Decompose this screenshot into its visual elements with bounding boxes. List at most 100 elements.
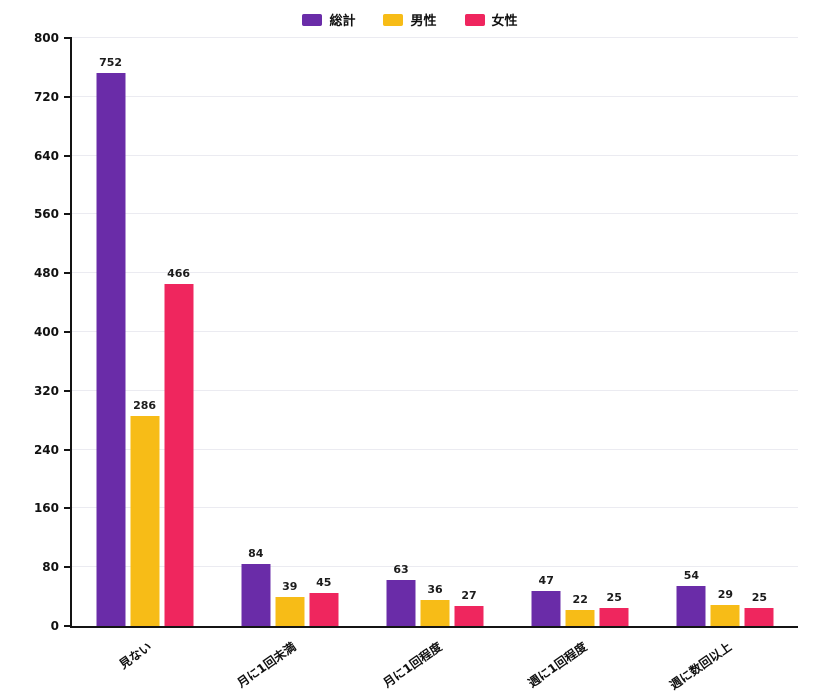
bar: 36 xyxy=(420,583,450,626)
legend-swatch xyxy=(302,13,323,26)
bar-value-label: 752 xyxy=(99,56,123,70)
bar: 25 xyxy=(599,591,629,626)
bar-value-label: 84 xyxy=(248,547,264,561)
bar-value-label: 39 xyxy=(282,580,298,594)
y-tick-mark xyxy=(64,37,72,39)
bar-group: 752 286 466 見ない xyxy=(72,38,217,672)
bar: 286 xyxy=(130,399,160,626)
gridline xyxy=(72,507,798,509)
bar-slot: 84 xyxy=(241,38,271,626)
bar: 752 xyxy=(96,56,126,626)
bar-cluster: 752 286 466 xyxy=(96,38,194,626)
gridline xyxy=(72,37,798,38)
bar-value-label: 27 xyxy=(461,589,477,603)
legend-swatch xyxy=(383,13,404,26)
bar-slot: 22 xyxy=(565,38,595,626)
y-tick-label: 80 xyxy=(42,560,59,575)
gridline xyxy=(72,213,798,215)
legend-swatch xyxy=(464,13,485,26)
x-axis-label: 月に1回未満 xyxy=(234,639,299,691)
bar-slot: 36 xyxy=(420,38,450,626)
y-tick-mark xyxy=(64,213,72,216)
bar: 27 xyxy=(454,589,484,626)
y-tick-mark xyxy=(64,331,72,333)
x-axis-label: 週に1回程度 xyxy=(525,639,590,691)
bar: 47 xyxy=(531,574,561,626)
bar-cluster: 84 39 45 xyxy=(241,38,339,626)
y-tick-mark xyxy=(64,507,72,510)
bar-value-label: 286 xyxy=(133,398,157,412)
y-tick-mark xyxy=(64,566,72,569)
y-tick-mark xyxy=(64,389,72,392)
bar-value-label: 25 xyxy=(606,590,622,604)
bar-slot: 25 xyxy=(599,38,629,626)
bar-slot: 286 xyxy=(130,38,160,626)
bar-slot: 63 xyxy=(386,38,416,626)
legend-item: 男性 xyxy=(383,10,437,29)
bar-value-label: 22 xyxy=(572,592,588,606)
bar-group: 84 39 45 月に1回未満 xyxy=(217,38,362,690)
bar: 54 xyxy=(676,569,706,626)
chart-legend: 総計 男性 女性 xyxy=(0,10,820,29)
plot-area: 0 80 160 240 320 400 480 560 640 720 800 752 286 466… xyxy=(34,31,798,692)
bar-slot: 47 xyxy=(531,38,561,626)
y-tick-label: 320 xyxy=(33,383,59,398)
legend-label: 総計 xyxy=(329,14,356,29)
bar-cluster: 47 22 25 xyxy=(531,38,629,626)
legend-label: 女性 xyxy=(491,14,518,29)
gridline xyxy=(72,448,798,450)
legend-item: 女性 xyxy=(464,10,518,29)
bar-value-label: 45 xyxy=(316,575,332,589)
y-tick-label: 560 xyxy=(33,207,59,222)
bar-value-label: 63 xyxy=(393,562,409,576)
y-tick-mark xyxy=(64,154,72,157)
y-tick-mark xyxy=(64,272,72,275)
bar-value-label: 25 xyxy=(751,590,768,604)
y-tick-label: 480 xyxy=(33,266,59,281)
bar: 63 xyxy=(386,563,416,626)
y-tick-label: 160 xyxy=(33,501,59,516)
gridline xyxy=(72,566,798,568)
bar-group: 54 29 25 週に数回以上 xyxy=(653,38,798,692)
x-axis-label: 週に数回以上 xyxy=(667,639,735,693)
y-tick-mark xyxy=(64,625,72,627)
y-tick-mark xyxy=(64,448,72,451)
bar-slot: 466 xyxy=(164,38,194,626)
y-tick-label: 720 xyxy=(33,89,59,104)
bar-value-label: 54 xyxy=(683,569,700,583)
bar: 22 xyxy=(565,593,595,626)
bar: 39 xyxy=(275,580,305,626)
bar-slot: 45 xyxy=(309,38,339,626)
bar-groups: 752 286 466 見ない 84 39 45 月に1回未満 63 36 27 月に1回程度 47 22… xyxy=(72,38,798,692)
bar-slot: 25 xyxy=(744,38,774,626)
y-tick-mark xyxy=(64,95,72,98)
bar-value-label: 36 xyxy=(427,582,443,596)
gridline xyxy=(72,272,798,274)
bar-group: 63 36 27 月に1回程度 xyxy=(362,38,507,690)
y-tick-label: 640 xyxy=(33,148,59,163)
bar: 45 xyxy=(309,576,339,626)
bar-slot: 752 xyxy=(96,38,126,626)
x-axis-label: 月に1回程度 xyxy=(380,639,445,691)
bar-slot: 29 xyxy=(710,38,740,626)
bar-cluster: 54 29 25 xyxy=(676,38,774,626)
y-tick-label: 400 xyxy=(33,325,59,339)
gridline xyxy=(72,95,798,97)
x-axis-label: 見ない xyxy=(116,639,154,672)
bar-slot: 39 xyxy=(275,38,305,626)
y-tick-label: 0 xyxy=(50,619,59,633)
bar: 466 xyxy=(164,267,194,626)
legend-item: 総計 xyxy=(302,10,355,29)
bar-cluster: 63 36 27 xyxy=(386,38,484,626)
y-tick-label: 240 xyxy=(33,442,59,457)
bar-group: 47 22 25 週に1回程度 xyxy=(508,38,653,690)
gridline xyxy=(72,331,798,332)
bar-slot: 54 xyxy=(676,38,706,626)
bar: 29 xyxy=(710,588,740,626)
bar-slot: 27 xyxy=(454,38,484,626)
bar: 84 xyxy=(241,547,271,626)
bar-value-label: 466 xyxy=(167,266,191,280)
legend-label: 男性 xyxy=(410,14,437,29)
y-tick-label: 800 xyxy=(33,31,59,45)
